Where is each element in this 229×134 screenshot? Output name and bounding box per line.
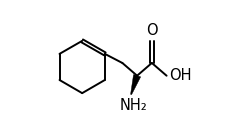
Text: O: O bbox=[145, 23, 157, 38]
Polygon shape bbox=[130, 75, 140, 95]
Text: OH: OH bbox=[169, 68, 191, 83]
Text: NH₂: NH₂ bbox=[119, 98, 146, 113]
